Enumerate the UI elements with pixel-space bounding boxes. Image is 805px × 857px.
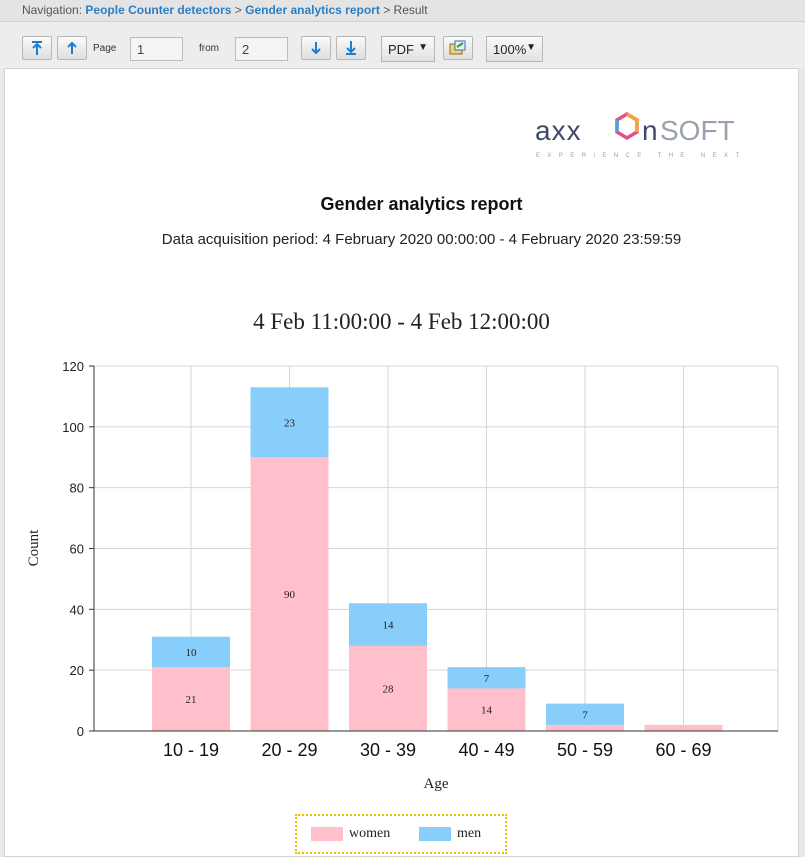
legend-label-men: men bbox=[457, 826, 482, 841]
export-format-select[interactable]: PDF ▼ bbox=[381, 36, 435, 62]
svg-text:SOFT: SOFT bbox=[660, 115, 735, 146]
y-tick-label: 40 bbox=[70, 602, 84, 617]
x-axis-label: Age bbox=[424, 776, 449, 792]
axxonsoft-logo-image: axx n SOFT EXPERIENCE THE NEXT bbox=[535, 111, 747, 159]
y-tick-label: 0 bbox=[77, 724, 84, 739]
y-axis-label: Count bbox=[26, 529, 42, 567]
legend-swatch-men bbox=[419, 827, 451, 841]
page-label: Page bbox=[93, 43, 117, 54]
report-period: Data acquisition period: 4 February 2020… bbox=[161, 231, 682, 248]
bar-women bbox=[447, 688, 526, 731]
data-label-men: 14 bbox=[383, 620, 395, 632]
data-label-women: 14 bbox=[481, 705, 493, 717]
legend-label-women: women bbox=[349, 826, 391, 841]
first-page-icon bbox=[32, 41, 42, 55]
bar-women bbox=[349, 645, 427, 731]
breadcrumb-link-gender-report[interactable]: Gender analytics report bbox=[245, 3, 380, 17]
y-tick-label: 120 bbox=[62, 359, 84, 374]
zoom-select[interactable]: 100% ▼ bbox=[486, 36, 543, 62]
report-title: Gender analytics report bbox=[320, 194, 523, 214]
x-tick-label: 10 - 19 bbox=[163, 740, 219, 760]
bar-women bbox=[250, 457, 329, 731]
chevron-down-icon: ▼ bbox=[418, 42, 428, 53]
report-toolbar: Page from PDF ▼ 100% ▼ bbox=[0, 22, 805, 68]
bar-men bbox=[349, 603, 427, 646]
svg-text:n: n bbox=[642, 115, 658, 146]
bar-men bbox=[546, 703, 624, 725]
breadcrumb-link-people-counter[interactable]: People Counter detectors bbox=[85, 3, 232, 17]
legend-swatch-women bbox=[311, 827, 343, 841]
prev-page-button[interactable] bbox=[57, 36, 87, 60]
chevron-down-icon: ▼ bbox=[526, 42, 536, 53]
chart-legend: women men bbox=[295, 814, 507, 854]
y-tick-label: 20 bbox=[70, 663, 84, 678]
bar-men bbox=[152, 636, 230, 668]
breadcrumb: Navigation: People Counter detectors > G… bbox=[0, 0, 805, 22]
age-gender-chart: 0 20 40 60 80 100 120 21 10 10 - 19 90 23 20 - 29 28 1… bbox=[26, 359, 779, 792]
bar-men bbox=[447, 667, 526, 689]
breadcrumb-separator: > bbox=[383, 3, 391, 17]
data-label-women: 21 bbox=[186, 694, 197, 706]
data-label-men: 7 bbox=[484, 673, 490, 685]
bar-men bbox=[250, 387, 329, 458]
chart-title: 4 Feb 11:00:00 - 4 Feb 12:00:00 bbox=[253, 309, 550, 334]
data-label-men: 10 bbox=[186, 647, 198, 659]
bar-women bbox=[546, 724, 624, 731]
breadcrumb-separator: > bbox=[234, 3, 242, 17]
breadcrumb-current: Result bbox=[393, 3, 428, 17]
x-tick-label: 30 - 39 bbox=[360, 740, 416, 760]
y-tick-label: 100 bbox=[62, 420, 84, 435]
x-tick-label: 20 - 29 bbox=[261, 740, 317, 760]
from-label: from bbox=[199, 43, 219, 54]
last-page-icon bbox=[346, 41, 356, 55]
export-format-value: PDF bbox=[388, 42, 414, 57]
breadcrumb-prefix: Navigation: bbox=[22, 3, 83, 17]
data-label-women: 90 bbox=[284, 589, 296, 601]
x-tick-label: 50 - 59 bbox=[557, 740, 613, 760]
data-label-men: 7 bbox=[582, 709, 588, 721]
next-page-icon bbox=[311, 42, 321, 55]
prev-page-icon bbox=[67, 41, 77, 54]
svg-text:EXPERIENCE THE NEXT: EXPERIENCE THE NEXT bbox=[536, 153, 747, 159]
report-page: axx n SOFT EXPERIENCE THE NEXT Gender an… bbox=[4, 68, 799, 857]
next-page-button[interactable] bbox=[301, 36, 331, 60]
y-tick-label: 60 bbox=[70, 542, 84, 557]
export-icon bbox=[449, 40, 466, 55]
first-page-button[interactable] bbox=[22, 36, 52, 60]
total-pages-field bbox=[235, 37, 288, 61]
y-tick-label: 80 bbox=[70, 481, 84, 496]
svg-text:axx: axx bbox=[535, 115, 582, 146]
data-label-men: 23 bbox=[284, 417, 296, 429]
export-button[interactable] bbox=[443, 36, 473, 60]
bar-women bbox=[644, 724, 723, 731]
x-tick-label: 60 - 69 bbox=[655, 740, 711, 760]
axxonsoft-logo: axx n SOFT EXPERIENCE THE NEXT bbox=[535, 111, 747, 166]
last-page-button[interactable] bbox=[336, 36, 366, 60]
bar-women bbox=[152, 667, 230, 731]
page-number-input[interactable] bbox=[130, 37, 183, 61]
x-tick-label: 40 - 49 bbox=[458, 740, 514, 760]
data-label-women: 28 bbox=[383, 683, 395, 695]
zoom-value: 100% bbox=[493, 42, 527, 57]
